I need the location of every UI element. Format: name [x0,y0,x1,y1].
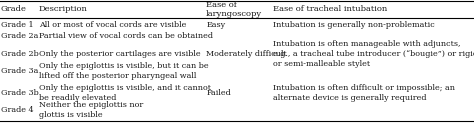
Text: All or most of vocal cords are visible: All or most of vocal cords are visible [39,21,186,29]
Text: Grade 2a: Grade 2a [1,32,38,40]
Text: Intubation is often difficult or impossible; an
alternate device is generally re: Intubation is often difficult or impossi… [273,84,455,102]
Text: Grade 4: Grade 4 [1,106,34,114]
Text: Grade: Grade [1,5,27,13]
Text: Ease of tracheal intubation: Ease of tracheal intubation [273,5,387,13]
Text: Moderately difficult: Moderately difficult [206,50,287,58]
Text: Grade 3a: Grade 3a [1,67,38,75]
Text: Intubation is generally non-problematic: Intubation is generally non-problematic [273,21,434,29]
Text: Only the posterior cartilages are visible: Only the posterior cartilages are visibl… [39,50,201,58]
Text: Grade 1: Grade 1 [1,21,34,29]
Text: Intubation is often manageable with adjuncts,
e.g., a tracheal tube introducer (: Intubation is often manageable with adju… [273,40,474,68]
Text: Partial view of vocal cords can be obtained: Partial view of vocal cords can be obtai… [39,32,213,40]
Text: Failed: Failed [206,89,231,97]
Text: Ease of
laryngoscopy: Ease of laryngoscopy [206,1,262,18]
Text: Neither the epiglottis nor
glottis is visible: Neither the epiglottis nor glottis is vi… [39,101,143,119]
Text: Easy: Easy [206,21,225,29]
Text: Only the epiglottis is visible, but it can be
lifted off the posterior pharyngea: Only the epiglottis is visible, but it c… [39,62,209,80]
Text: Description: Description [39,5,88,13]
Text: Grade 2b: Grade 2b [1,50,39,58]
Text: Grade 3b: Grade 3b [1,89,39,97]
Text: Only the epiglottis is visible, and it cannot
be readily elevated: Only the epiglottis is visible, and it c… [39,84,211,102]
